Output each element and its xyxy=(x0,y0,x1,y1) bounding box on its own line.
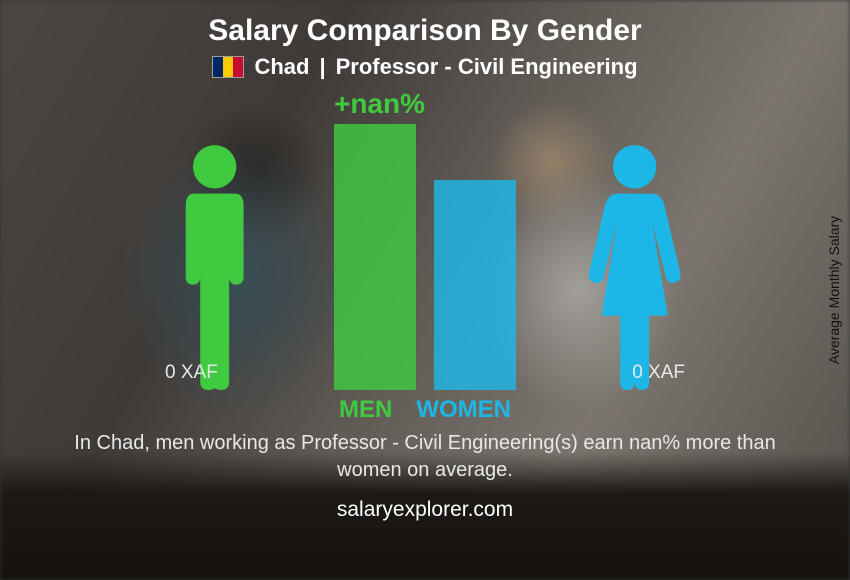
male-icon xyxy=(163,142,266,390)
bars-container xyxy=(334,124,516,390)
flag-stripe-2 xyxy=(223,57,233,77)
country-label: Chad xyxy=(254,54,309,80)
subtitle-row: Chad | Professor - Civil Engineering xyxy=(212,54,637,80)
women-label: WOMEN xyxy=(416,396,511,424)
main-title: Salary Comparison By Gender xyxy=(208,14,641,48)
men-label: MEN xyxy=(339,396,392,424)
category-labels: MEN WOMEN xyxy=(339,396,511,424)
bar-men xyxy=(334,124,416,390)
female-icon xyxy=(583,142,686,390)
men-salary-value: 0 XAF xyxy=(165,362,218,384)
site-url: salaryexplorer.com xyxy=(337,498,513,522)
chad-flag-icon xyxy=(212,56,244,78)
flag-stripe-1 xyxy=(213,57,223,77)
y-axis-label: Average Monthly Salary xyxy=(826,216,842,364)
content-container: Salary Comparison By Gender Chad | Profe… xyxy=(0,0,850,580)
flag-stripe-3 xyxy=(233,57,243,77)
summary-text: In Chad, men working as Professor - Civi… xyxy=(55,430,795,484)
separator: | xyxy=(319,54,325,80)
bar-women xyxy=(434,180,516,390)
men-icon-wrap xyxy=(145,142,285,390)
women-salary-value: 0 XAF xyxy=(632,362,685,384)
difference-label: +nan% xyxy=(334,88,425,120)
women-icon-wrap xyxy=(565,142,705,390)
job-title: Professor - Civil Engineering xyxy=(336,54,638,80)
chart-area: +nan% 0 XAF 0 XAF MEN xyxy=(105,88,745,428)
